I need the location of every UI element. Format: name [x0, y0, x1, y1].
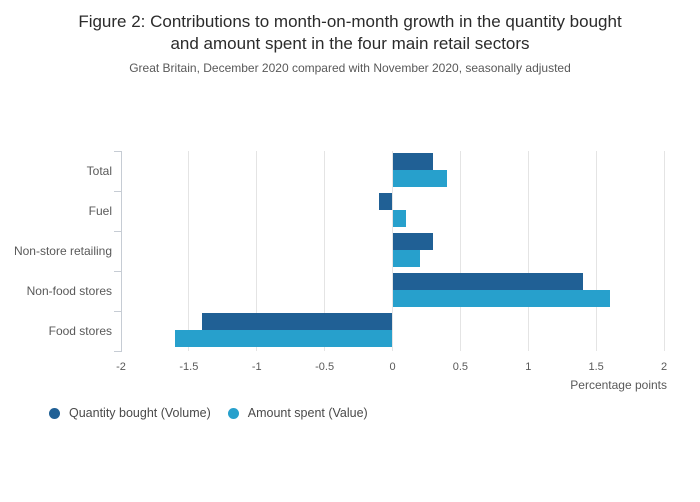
x-tick-label: -1.5 [179, 361, 199, 373]
legend-label-value: Amount spent (Value) [247, 406, 368, 420]
chart-title-line2: and amount spent in the four main retail… [170, 34, 530, 53]
gridline [527, 151, 529, 351]
bar-amount-spent [392, 290, 610, 307]
y-axis-tick [114, 191, 121, 192]
category-label: Fuel [88, 204, 112, 218]
category-label: Food stores [48, 324, 112, 338]
gridline [663, 151, 665, 351]
bar-amount-spent [392, 250, 420, 267]
chart-title-line1: Figure 2: Contributions to month-on-mont… [78, 12, 622, 31]
legend-marker-volume-icon [49, 407, 60, 419]
legend-item-quantity-bought[interactable]: Quantity bought (Volume) [49, 406, 211, 420]
bar-amount-spent [392, 170, 447, 187]
x-tick-label: -0.5 [315, 361, 335, 373]
legend-item-amount-spent[interactable]: Amount spent (Value) [227, 406, 368, 420]
x-tick-label: 1.5 [588, 361, 604, 373]
gridline [188, 151, 190, 351]
bar-quantity-bought [202, 313, 393, 330]
gridline [595, 151, 597, 351]
category-label: Total [86, 164, 112, 178]
gridline [324, 151, 326, 351]
y-axis-line [121, 151, 122, 352]
category-label: Non-food stores [26, 284, 112, 298]
x-tick-label: 1 [525, 361, 532, 373]
x-tick-label: 0 [389, 361, 396, 373]
bar-amount-spent [175, 330, 393, 347]
bar-quantity-bought [392, 233, 434, 250]
bar-amount-spent [392, 210, 407, 227]
y-axis-tick [114, 351, 121, 352]
x-tick-label: -2 [116, 361, 126, 373]
x-tick-label: 2 [660, 361, 668, 373]
chart-subtitle: Great Britain, December 2020 compared wi… [129, 61, 571, 75]
x-tick-label: -1 [251, 361, 262, 373]
y-axis-tick [114, 271, 121, 272]
y-axis-tick [114, 151, 121, 152]
category-label: Non-store retailing [13, 244, 112, 258]
gridline [256, 151, 258, 351]
y-axis-tick [114, 231, 121, 232]
bar-quantity-bought [392, 273, 583, 290]
x-axis-label: Percentage points [570, 378, 667, 392]
bar-quantity-bought [392, 153, 434, 170]
legend-marker-value-icon [227, 407, 239, 419]
bar-quantity-bought [378, 193, 393, 210]
chart-legend: Quantity bought (Volume) Amount spent (V… [49, 406, 368, 420]
legend-label-volume: Quantity bought (Volume) [69, 406, 211, 420]
gridline [459, 151, 461, 351]
x-tick-label: 0.5 [452, 361, 469, 373]
y-axis-tick [114, 311, 121, 312]
chart-title: Figure 2: Contributions to month-on-mont… [30, 0, 670, 55]
